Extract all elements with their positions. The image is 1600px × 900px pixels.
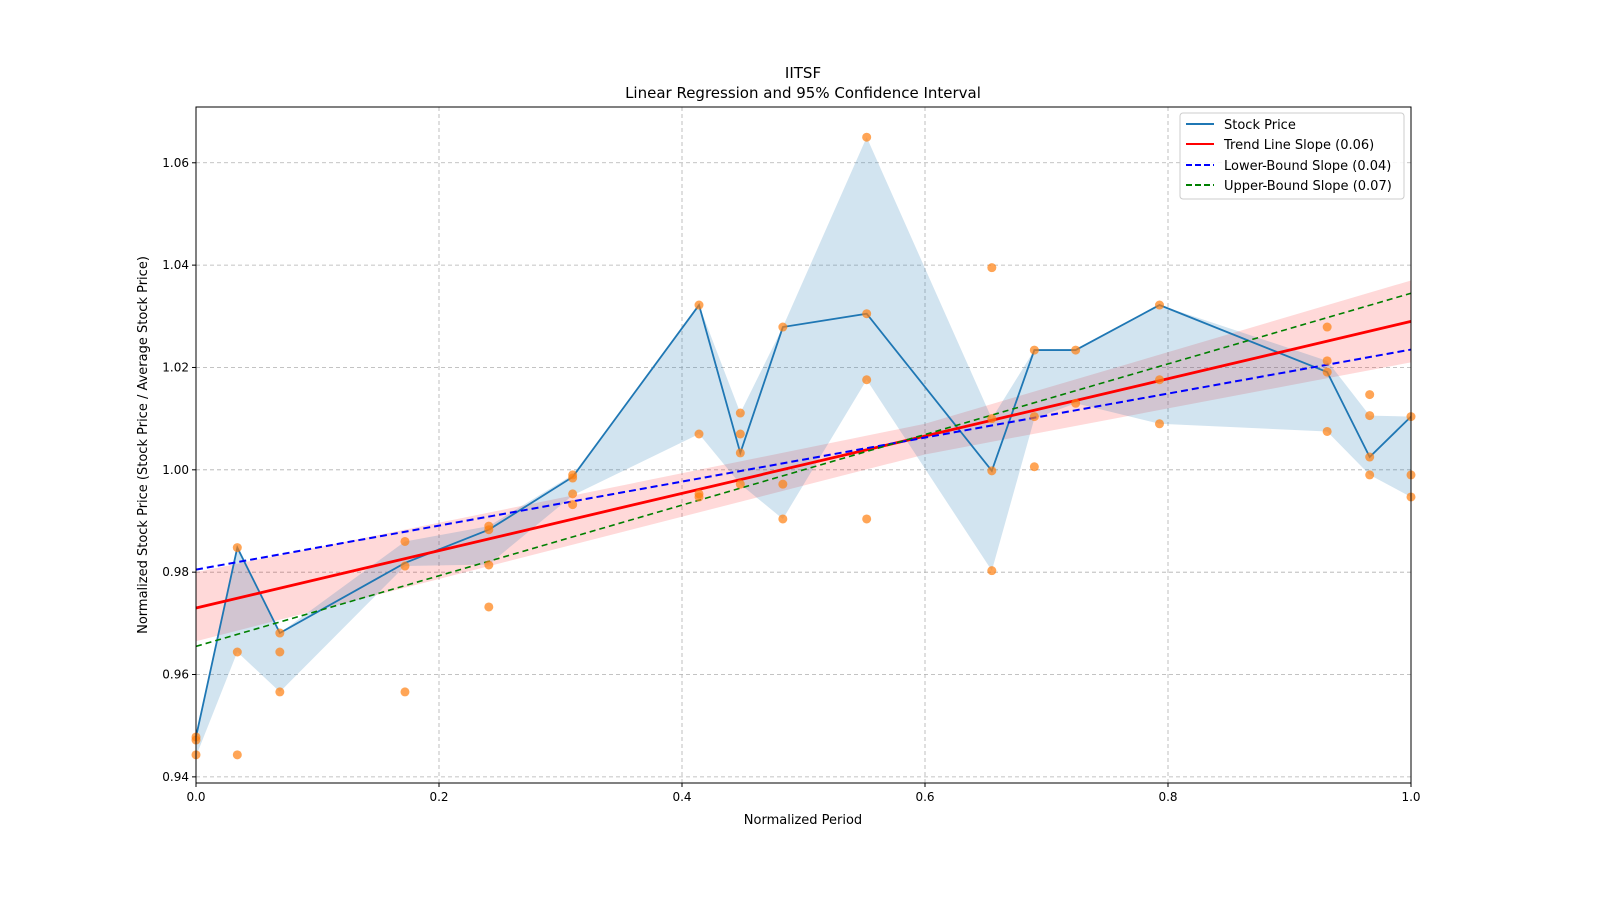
scatter-point [862,514,872,524]
scatter-point [778,514,788,524]
scatter-point [778,479,788,489]
lines [195,292,1412,738]
legend-label-price: Stock Price [1224,118,1296,133]
scatter-point [1029,412,1039,422]
scatter-point [232,647,242,657]
scatter-point [987,466,997,476]
trend-line [195,320,1412,610]
scatter-point [568,489,578,499]
scatter-point [694,492,704,502]
scatter-point [275,628,285,638]
x-tick-label: 0.6 [915,790,934,804]
scatter-point [568,500,578,510]
y-tick-label: 1.06 [162,156,189,170]
lower-bound-line [195,348,1412,571]
scatter-point [735,479,745,489]
scatter-point [1322,322,1332,332]
y-tick-label: 1.04 [162,258,189,272]
upper-bound-line [195,292,1412,648]
bands [196,137,1411,757]
x-axis-label: Normalized Period [744,813,862,828]
scatter-point [1365,390,1375,400]
scatter-point [1365,470,1375,480]
scatter-point [1322,356,1332,366]
y-tick-label: 0.94 [162,770,189,784]
scatter-point [1154,375,1164,385]
y-tick-label: 0.96 [162,668,189,682]
scatter-point [232,750,242,760]
scatter-point [694,429,704,439]
legend-label-trend: Trend Line Slope (0.06) [1223,138,1374,153]
scatter-point [275,687,285,697]
ticks: 0.0 0.2 0.4 0.6 0.8 1.0 0.94 0.96 0.98 1.00 1.02 1.… [162,156,1420,804]
legend-box [1179,112,1405,200]
scatter-point [1154,419,1164,429]
trend-confidence-band [196,280,1411,642]
price-range-band [196,137,1411,757]
scatter-point [1322,367,1332,377]
y-tick-label: 0.98 [162,565,189,579]
scatter-point [987,566,997,576]
x-tick-label: 0.0 [186,790,205,804]
chart-subtitle: Linear Regression and 95% Confidence Int… [625,84,981,102]
scatter-point [735,448,745,458]
scatter-point [987,263,997,273]
scatter-point [1365,411,1375,421]
scatter-point [484,525,494,535]
x-tick-label: 0.8 [1158,790,1177,804]
scatter-point [735,429,745,439]
scatter-point [862,309,872,319]
chart-title: IITSF [785,64,821,82]
scatter-point [1322,426,1332,436]
scatter-point [400,536,410,546]
x-tick-label: 0.4 [672,790,691,804]
x-tick-label: 1.0 [1401,790,1420,804]
y-tick-label: 1.02 [162,360,189,374]
scatter-point [1071,398,1081,408]
scatter-point [1365,452,1375,462]
y-axis-label: Normalized Stock Price (Stock Price / Av… [136,256,151,634]
scatter-point [1154,300,1164,310]
scatter-point [400,687,410,697]
scatter-point [694,300,704,310]
y-tick-label: 1.00 [162,463,189,477]
legend: Stock Price Trend Line Slope (0.06) Lowe… [1179,112,1405,200]
scatter-point [862,132,872,142]
scatter-point [1029,345,1039,355]
plot-frame [195,106,1412,784]
scatter-point [400,561,410,571]
scatter-point [1029,462,1039,472]
scatter-point [862,375,872,385]
scatter-point [987,414,997,424]
x-tick-label: 0.2 [429,790,448,804]
scatter-point [1071,345,1081,355]
scatter-point [735,408,745,418]
scatter-point [778,322,788,332]
scatter-point [275,647,285,657]
scatter-point [484,560,494,570]
scatter-point [568,473,578,483]
legend-label-lower: Lower-Bound Slope (0.04) [1224,159,1391,174]
scatter-point [232,543,242,553]
legend-label-upper: Upper-Bound Slope (0.07) [1224,179,1392,194]
scatter-point [484,602,494,612]
